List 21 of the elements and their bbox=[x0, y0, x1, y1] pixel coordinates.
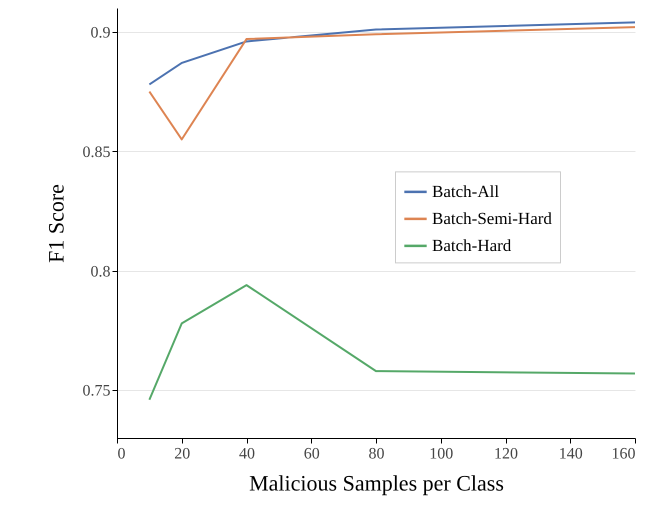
line-series bbox=[148, 26, 636, 140]
x-tick-label: 120 bbox=[494, 446, 518, 462]
x-tick-label: 0 bbox=[118, 446, 126, 462]
y-tick-label: 0.9 bbox=[90, 24, 110, 42]
y-tick-label: 0.85 bbox=[82, 144, 110, 161]
line-series bbox=[148, 21, 636, 86]
x-tick-label: 140 bbox=[558, 446, 583, 462]
line-series bbox=[148, 284, 636, 401]
x-tick-label: 160 bbox=[612, 446, 636, 462]
x-tick-label: 20 bbox=[174, 446, 190, 462]
legend-label: Batch-All bbox=[432, 182, 500, 201]
x-tick-label: 40 bbox=[239, 446, 255, 462]
legend-label: Batch-Hard bbox=[432, 236, 512, 255]
y-tick-label: 0.8 bbox=[90, 263, 110, 280]
legend-label: Batch-Semi-Hard bbox=[432, 208, 552, 228]
x-tick-label: 60 bbox=[304, 446, 320, 462]
x-tick-label: 80 bbox=[368, 446, 384, 462]
y-axis-title: F1 Score bbox=[44, 184, 68, 263]
y-tick-label: 0.75 bbox=[82, 382, 110, 400]
x-axis-title: Malicious Samples per Class bbox=[249, 470, 504, 496]
x-tick-label: 100 bbox=[429, 446, 454, 462]
